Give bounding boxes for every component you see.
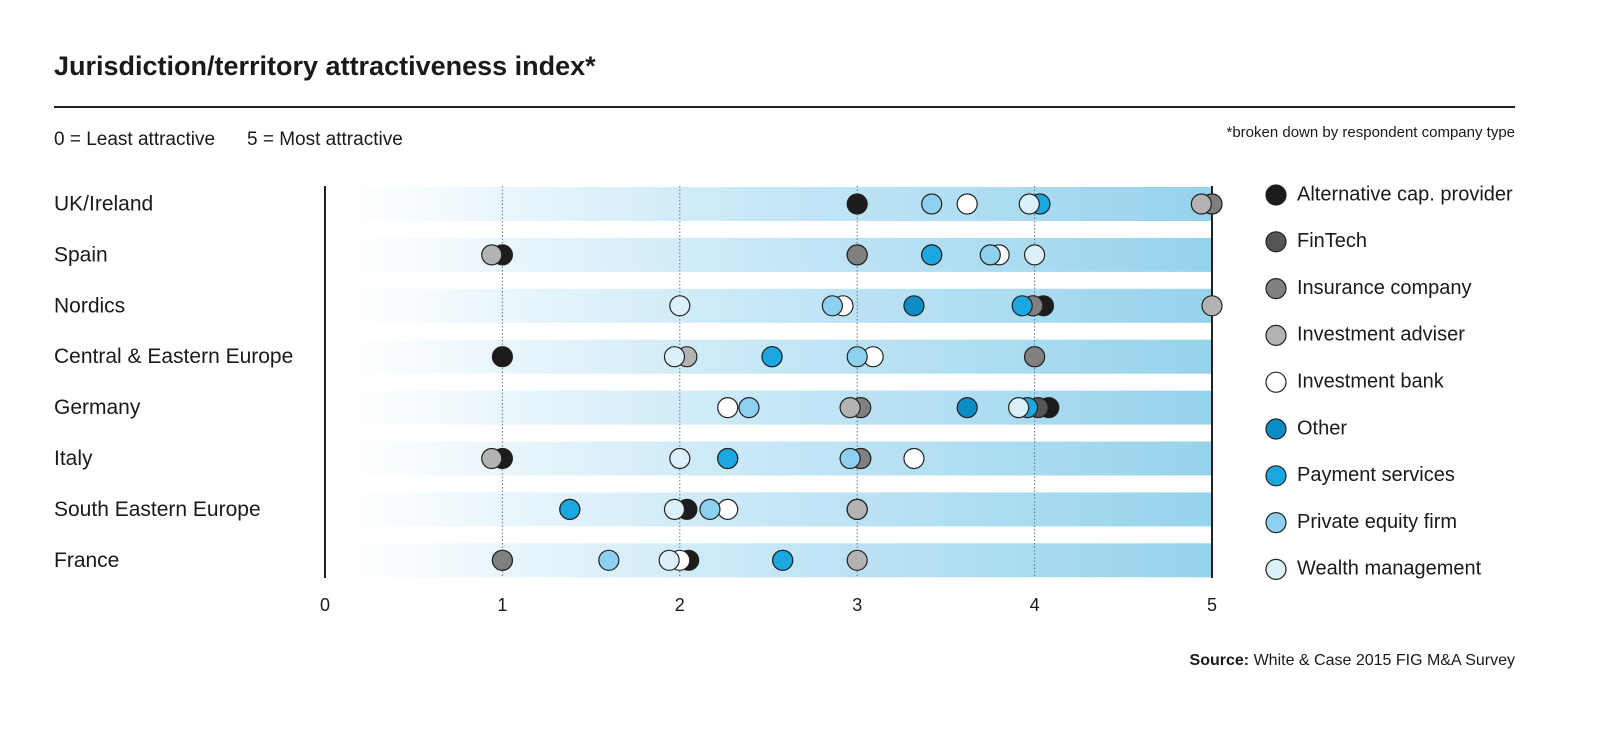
- plot: UK/Ireland Spain Nordics Central & Eastern …: [54, 183, 1513, 614]
- legend-label: Payment services: [1297, 464, 1455, 486]
- row-band: [350, 187, 1212, 221]
- source: Source: White & Case 2015 FIG M&A Survey: [1190, 652, 1515, 669]
- category-label: South Eastern Europe: [54, 498, 261, 521]
- dot: [1023, 244, 1046, 266]
- dot: [846, 244, 868, 266]
- dot: [821, 295, 843, 317]
- legend-label: Investment adviser: [1297, 324, 1465, 346]
- dot: [839, 397, 861, 419]
- dot: [761, 346, 783, 368]
- x-tick-label: 0: [320, 595, 330, 615]
- dot: [956, 397, 978, 419]
- dot: [772, 549, 794, 571]
- scale-label: 5 = Most attractive: [247, 129, 403, 150]
- legend-swatch: [1265, 184, 1287, 206]
- dot: [717, 397, 739, 419]
- dot: [921, 193, 943, 215]
- dot: [1018, 193, 1040, 215]
- row-band: [350, 288, 1212, 323]
- row-band: [350, 441, 1212, 476]
- x-tick-label: 2: [675, 595, 685, 615]
- legend-label: Investment bank: [1297, 370, 1445, 392]
- legend-label: FinTech: [1297, 230, 1367, 252]
- dot: [491, 346, 513, 368]
- dot: [491, 549, 513, 571]
- legend-swatch: [1265, 278, 1287, 300]
- source-label: Source:: [1190, 652, 1250, 669]
- dot: [481, 447, 503, 470]
- dot: [481, 244, 503, 266]
- dot: [956, 193, 978, 215]
- dot: [1011, 295, 1033, 317]
- dot: [846, 498, 868, 520]
- dot: [663, 498, 686, 520]
- dot: [979, 244, 1001, 266]
- legend-label: Other: [1297, 417, 1347, 439]
- row-band: [350, 237, 1212, 272]
- x-tick-label: 1: [497, 595, 507, 615]
- dot: [846, 193, 868, 215]
- note: *broken down by respondent company type: [1226, 124, 1515, 141]
- legend-label: Alternative cap. provider: [1297, 183, 1513, 205]
- legend-swatch: [1265, 511, 1287, 534]
- dot: [846, 346, 868, 368]
- legend-label: Insurance company: [1297, 277, 1472, 299]
- dot: [839, 447, 861, 470]
- dot: [903, 295, 925, 317]
- row-band: [350, 492, 1212, 527]
- chart-title: Jurisdiction/territory attractiveness in…: [54, 51, 596, 81]
- category-label: Germany: [54, 396, 141, 419]
- category-label: France: [54, 549, 119, 572]
- legend-swatch: [1265, 324, 1287, 346]
- category-label: Spain: [54, 243, 108, 266]
- category-label: Nordics: [54, 294, 125, 317]
- dot: [1190, 193, 1212, 215]
- legend-label: Private equity firm: [1297, 511, 1457, 533]
- legend-label: Wealth management: [1297, 558, 1482, 580]
- legend-swatch: [1265, 465, 1287, 487]
- x-tick-label: 3: [852, 595, 862, 615]
- dot: [559, 498, 581, 520]
- dot: [1023, 346, 1046, 368]
- dot: [669, 295, 691, 317]
- legend-swatch: [1265, 418, 1287, 440]
- dot: [669, 447, 691, 470]
- dot: [658, 549, 680, 571]
- dot: [1201, 295, 1223, 317]
- dot: [738, 397, 760, 419]
- legend-swatch: [1265, 231, 1287, 253]
- dot: [663, 346, 686, 368]
- dot: [598, 549, 620, 571]
- legend-swatch: [1265, 558, 1287, 581]
- category-label: Italy: [54, 447, 93, 470]
- dot: [717, 498, 739, 520]
- dot: [717, 447, 739, 470]
- dot: [903, 447, 925, 470]
- dot: [846, 549, 868, 571]
- legend-swatch: [1265, 371, 1287, 393]
- dot: [699, 498, 721, 520]
- scale-label: 0 = Least attractive: [54, 129, 215, 150]
- x-tick-label: 5: [1207, 595, 1217, 615]
- row-band: [350, 390, 1212, 425]
- dot: [1008, 397, 1030, 419]
- category-label: UK/Ireland: [54, 193, 153, 216]
- category-label: Central & Eastern Europe: [54, 345, 293, 368]
- x-tick-label: 4: [1030, 595, 1040, 615]
- dot: [921, 244, 943, 266]
- source-text: White & Case 2015 FIG M&A Survey: [1254, 652, 1515, 669]
